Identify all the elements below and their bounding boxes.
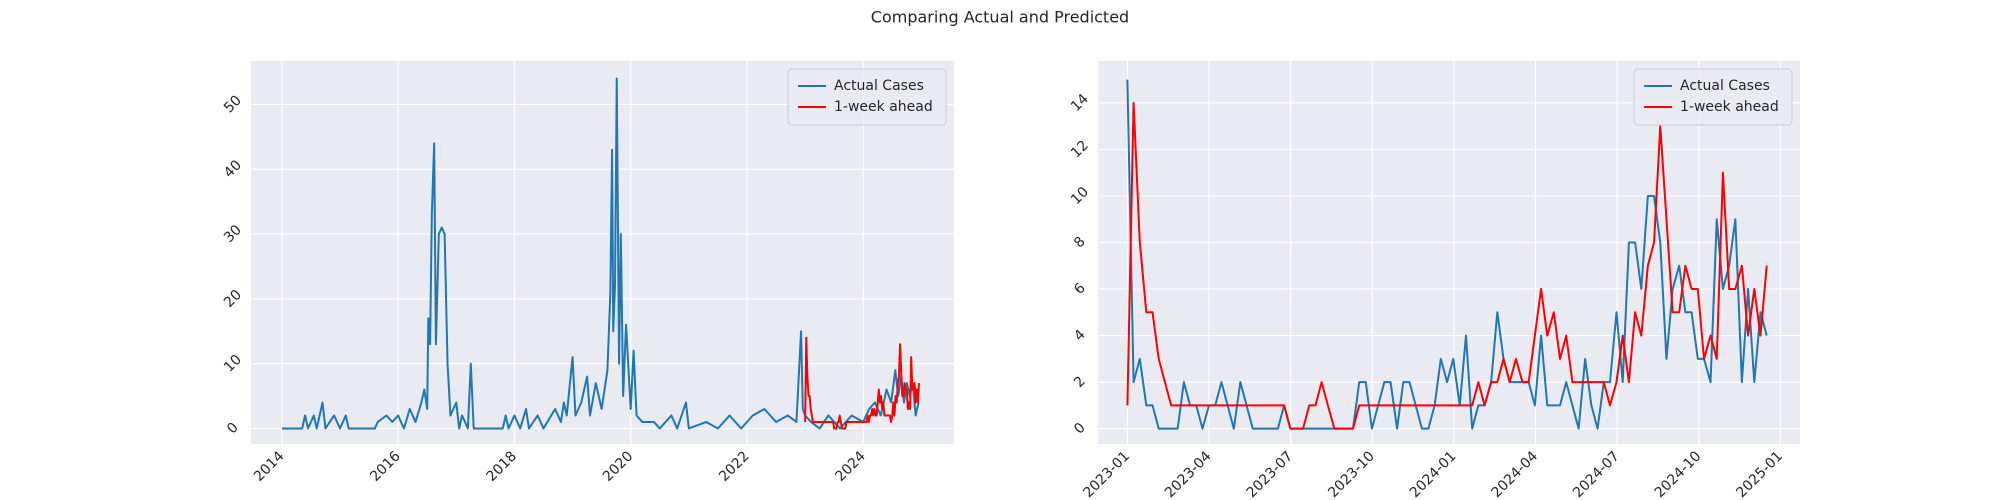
legend: Actual Cases 1-week ahead (787, 68, 947, 126)
legend-label: Actual Cases (1680, 78, 1770, 94)
x-tick-label: 2022 (716, 448, 753, 485)
x-tick-label: 2024-07 (1570, 448, 1623, 500)
legend-label: 1-week ahead (1680, 99, 1779, 115)
y-tick-label: 10 (1068, 184, 1092, 208)
x-tick-label: 2023-01 (1080, 448, 1133, 500)
y-tick-label: 6 (1071, 280, 1089, 298)
y-tick-label: 2 (1071, 373, 1089, 391)
data-line (1126, 79, 1768, 430)
legend-label: Actual Cases (834, 78, 924, 94)
y-tick-label: 20 (221, 287, 245, 311)
x-tick-label: 2014 (251, 448, 288, 485)
y-tick-label: 0 (224, 420, 242, 438)
y-tick-label: 14 (1068, 91, 1092, 115)
x-tick-label: 2024 (832, 448, 869, 485)
subplot: 0 2 4 6 8 10 12 14 2023-01 2023-04 2023-07 2023-10 2… (1068, 61, 1800, 500)
x-tick-label: 2023-07 (1244, 448, 1297, 500)
data-line (1126, 101, 1768, 430)
legend-box (787, 68, 947, 126)
data-line (804, 336, 920, 430)
legend-box (1633, 68, 1793, 126)
subplot: 0 10 20 30 40 50 2014 2016 2018 2020 2022 2024 Actua… (221, 61, 954, 485)
x-tick-label: 2018 (484, 448, 521, 485)
y-tick-label: 0 (1071, 420, 1089, 438)
x-tick-label: 2023-04 (1162, 448, 1215, 500)
legend-label: 1-week ahead (834, 99, 933, 115)
y-tick-label: 40 (221, 157, 245, 181)
x-tick-label: 2024-10 (1652, 448, 1705, 500)
data-line (281, 77, 920, 430)
y-tick-label: 30 (221, 222, 245, 246)
y-tick-label: 4 (1071, 327, 1089, 345)
y-tick-label: 8 (1071, 234, 1089, 252)
x-tick-label: 2024-01 (1407, 448, 1460, 500)
x-tick-label: 2020 (600, 448, 637, 485)
y-tick-label: 12 (1068, 137, 1092, 161)
legend: Actual Cases 1-week ahead (1633, 68, 1793, 126)
figure-title: Comparing Actual and Predicted (871, 8, 1129, 27)
x-tick-label: 2016 (367, 448, 404, 485)
x-tick-label: 2023-10 (1325, 448, 1378, 500)
y-tick-label: 50 (221, 92, 245, 116)
y-tick-label: 10 (221, 352, 245, 376)
x-tick-label: 2025-01 (1733, 448, 1786, 500)
x-tick-label: 2024-04 (1489, 448, 1542, 500)
